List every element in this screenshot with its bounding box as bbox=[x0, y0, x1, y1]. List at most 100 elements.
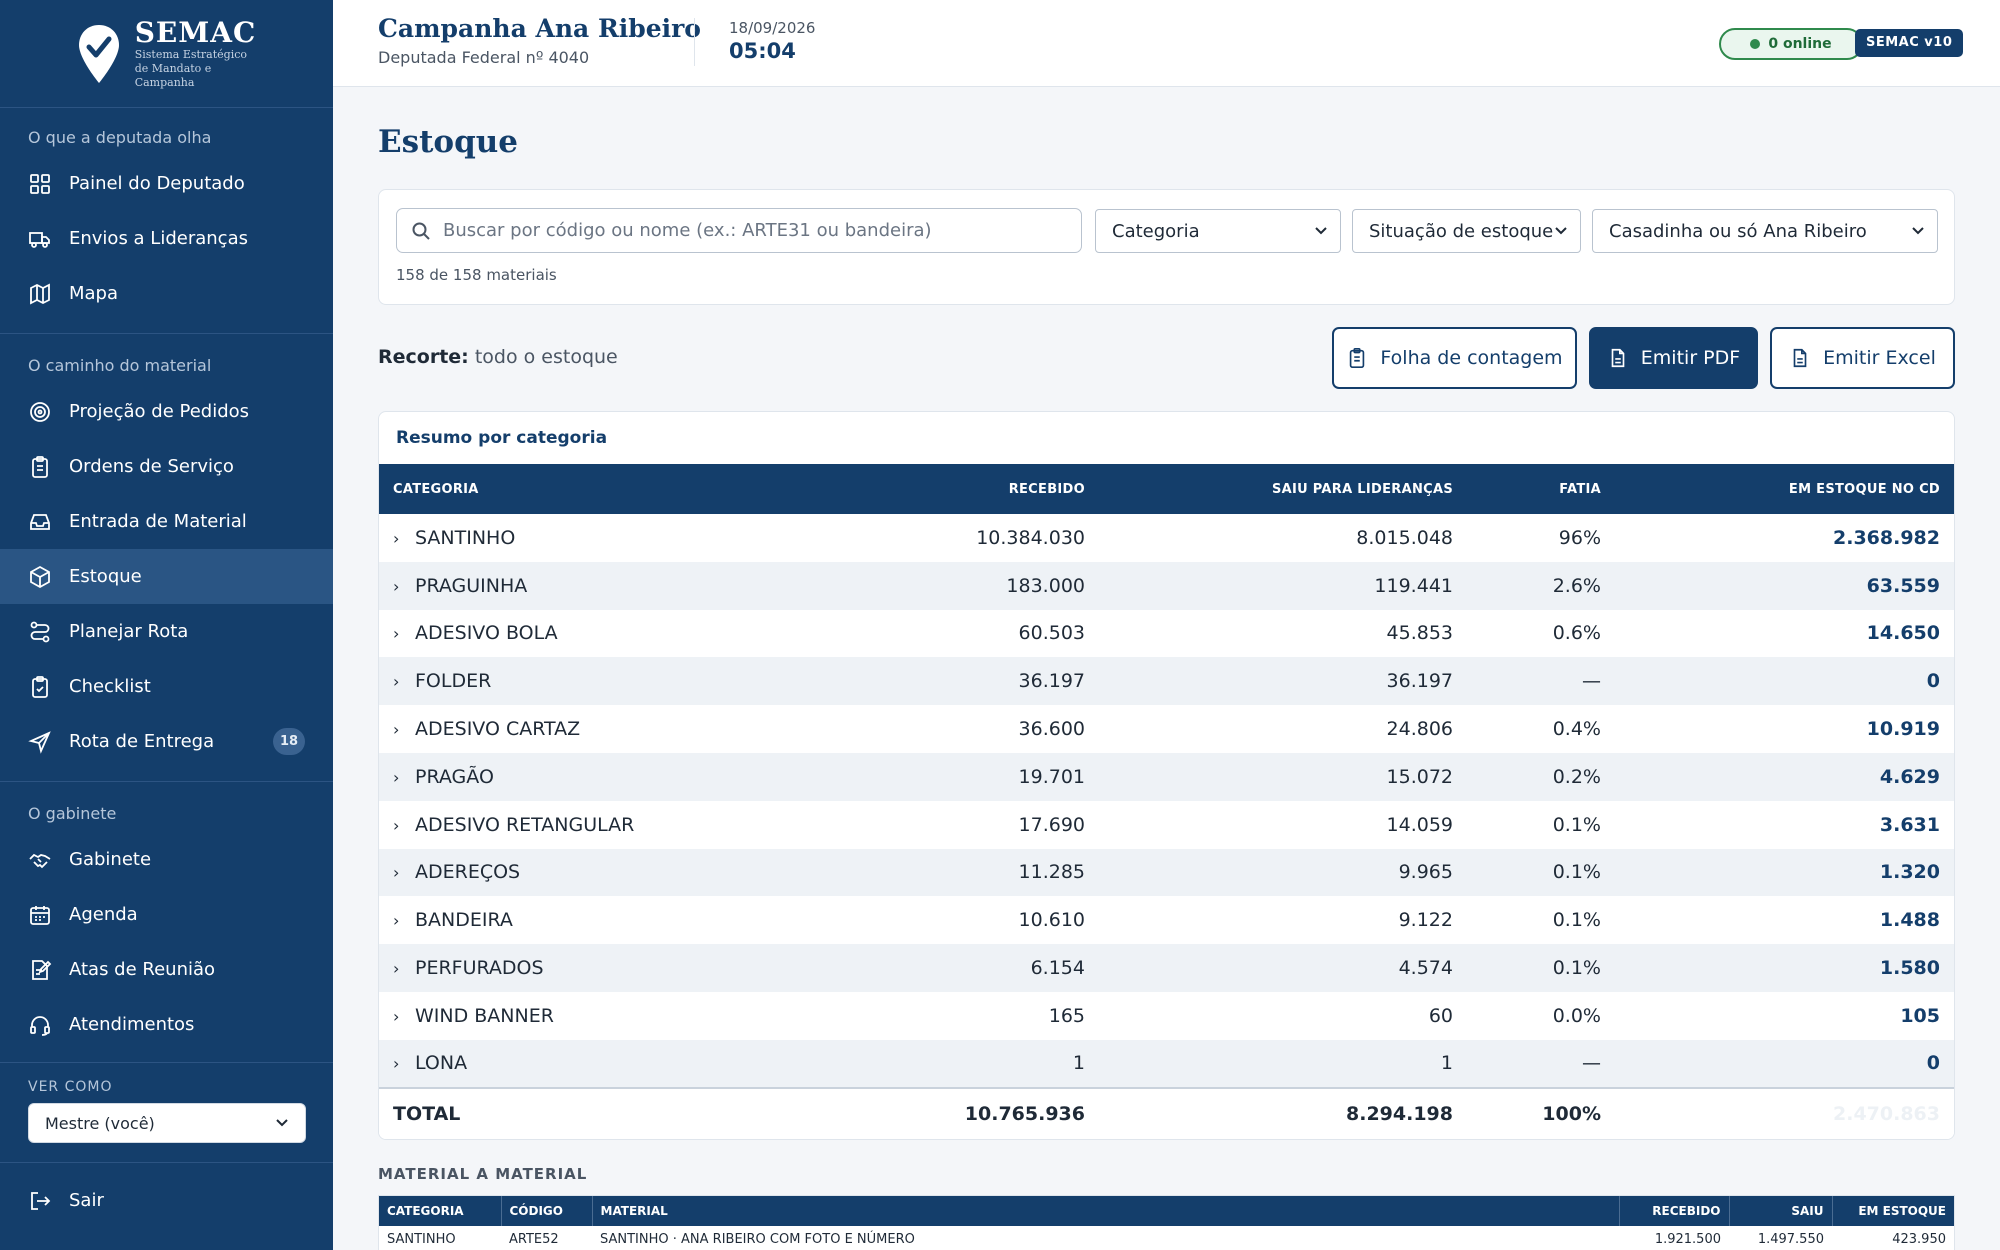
category-name: ADEREÇOS bbox=[415, 861, 521, 884]
sidebar-item-label: Projeção de Pedidos bbox=[69, 401, 250, 422]
emit-excel-button[interactable]: Emitir Excel bbox=[1770, 327, 1955, 389]
chevron-right-icon[interactable]: › bbox=[393, 911, 400, 931]
cell-categoria: › PERFURADOS bbox=[379, 944, 869, 992]
table-row[interactable]: › LONA 1 1—0 bbox=[379, 1039, 1954, 1088]
sidebar-item-label: Ordens de Serviço bbox=[69, 456, 234, 477]
sidebar-item-gabinete[interactable]: Gabinete bbox=[0, 832, 333, 887]
cell-fatia: 0.1% bbox=[1552, 813, 1601, 836]
logout-button[interactable]: Sair bbox=[0, 1173, 333, 1228]
cell-recebido: 60.503 bbox=[1018, 622, 1085, 645]
chevron-right-icon[interactable]: › bbox=[393, 959, 400, 979]
chevron-right-icon[interactable]: › bbox=[393, 1054, 400, 1074]
column-header[interactable]: EM ESTOQUE bbox=[1831, 1196, 1954, 1226]
chevron-right-icon[interactable]: › bbox=[393, 863, 400, 883]
target-icon bbox=[30, 401, 50, 422]
stock-situation-value: Situação de estoque bbox=[1369, 220, 1554, 242]
ver-como-select[interactable]: Mestre (você) bbox=[28, 1103, 306, 1143]
count-sheet-label: Folha de contagem bbox=[1380, 347, 1563, 369]
chevron-right-icon[interactable]: › bbox=[393, 576, 400, 596]
table-row[interactable]: › ADESIVO CARTAZ 36.600 24.806 0.4% 10.919 bbox=[379, 705, 1954, 753]
cell-categoria: › PRAGÃO bbox=[379, 752, 869, 801]
chevron-right-icon[interactable]: › bbox=[393, 1006, 400, 1026]
table-row[interactable]: › ADEREÇOS 11.285 9.965 0.1% 1.320 bbox=[379, 848, 1954, 897]
search-input[interactable]: Buscar por código ou nome (ex.: ARTE31 o… bbox=[396, 208, 1082, 253]
category-name: PRAGUINHA bbox=[415, 574, 528, 597]
cell-categoria: › ADESIVO CARTAZ bbox=[379, 705, 869, 753]
sidebar-item-painel[interactable]: Painel do Deputado bbox=[0, 156, 333, 211]
cell-recebido: 17.690 bbox=[1018, 813, 1085, 836]
table-header-row: CATEGORIA RECEBIDO SAIU PARA LIDERANÇAS … bbox=[379, 464, 1954, 514]
sidebar-item-estoque[interactable]: Estoque bbox=[0, 549, 333, 604]
cell-estoque: 3.631 bbox=[1879, 813, 1940, 836]
sidebar-item-mapa[interactable]: Mapa bbox=[0, 266, 333, 321]
column-header[interactable]: MATERIAL bbox=[591, 1196, 1619, 1226]
table-row[interactable]: › FOLDER 36.197 36.197—0 bbox=[379, 657, 1954, 706]
table-row[interactable]: › PERFURADOS 6.154 4.574 0.1% 1.580 bbox=[379, 944, 1954, 992]
column-header[interactable]: SAIU PARA LIDERANÇAS bbox=[1099, 464, 1467, 514]
emit-pdf-button[interactable]: Emitir PDF bbox=[1589, 327, 1758, 389]
column-header[interactable]: EM ESTOQUE NO CD bbox=[1615, 464, 1954, 514]
category-name: SANTINHO bbox=[415, 526, 516, 549]
chevron-right-icon[interactable]: › bbox=[393, 672, 400, 692]
cell-estoque: 4.629 bbox=[1615, 752, 1954, 801]
column-header[interactable]: CATEGORIA bbox=[379, 464, 869, 514]
cell-fatia: 0.1% bbox=[1467, 848, 1615, 897]
total-label: TOTAL bbox=[379, 1086, 869, 1139]
chevron-right-icon[interactable]: › bbox=[393, 815, 400, 835]
cell-estoque: 0 bbox=[1615, 1039, 1954, 1088]
table-row[interactable]: › BANDEIRA 10.610 9.122 0.1% 1.488 bbox=[379, 896, 1954, 944]
sidebar-item-rota-entrega[interactable]: Rota de Entrega 18 bbox=[0, 714, 333, 769]
cell-saiu: 1.497.550 bbox=[1757, 1231, 1824, 1247]
column-header[interactable]: RECEBIDO bbox=[1618, 1196, 1729, 1226]
count-sheet-button[interactable]: Folha de contagem bbox=[1332, 327, 1577, 389]
table-row[interactable]: › ADESIVO RETANGULAR 17.690 14.059 0.1% 3.631 bbox=[379, 801, 1954, 849]
chevron-right-icon[interactable]: › bbox=[393, 767, 400, 787]
column-header[interactable]: CÓDIGO bbox=[500, 1196, 592, 1226]
sidebar-item-planejar-rota[interactable]: Planejar Rota bbox=[0, 604, 333, 659]
sidebar-item-atas[interactable]: Atas de Reunião bbox=[0, 942, 333, 997]
chevron-right-icon[interactable]: › bbox=[393, 720, 400, 740]
sidebar-item-checklist[interactable]: Checklist bbox=[0, 659, 333, 714]
chevron-right-icon[interactable]: › bbox=[393, 624, 400, 644]
cell-fatia: 0.2% bbox=[1467, 752, 1615, 801]
table-row[interactable]: › WIND BANNER 165 60 0.0% 105 bbox=[379, 992, 1954, 1040]
cell-saiu: 14.059 bbox=[1386, 813, 1453, 836]
chevron-right-icon[interactable]: › bbox=[393, 528, 400, 548]
cell-recebido: 19.701 bbox=[869, 752, 1099, 801]
logout-label: Sair bbox=[69, 1190, 104, 1211]
cell-estoque: 1.320 bbox=[1615, 848, 1954, 897]
column-header[interactable]: SAIU bbox=[1728, 1196, 1832, 1226]
total-row: TOTAL 10.765.936 8.294.198 100% 2.470.86… bbox=[379, 1086, 1954, 1139]
chevron-down-icon bbox=[1315, 227, 1327, 235]
cell-categoria: › PRAGUINHA bbox=[379, 561, 869, 610]
section-label-deputada: O que a deputada olha bbox=[28, 128, 212, 147]
sidebar-item-projecao[interactable]: Projeção de Pedidos bbox=[0, 384, 333, 439]
sidebar-item-envios[interactable]: Envios a Lideranças bbox=[0, 211, 333, 266]
column-header[interactable]: CATEGORIA bbox=[379, 1196, 501, 1226]
table-header-row: CATEGORIA CÓDIGO MATERIAL RECEBIDO SAIU … bbox=[379, 1196, 1954, 1226]
table-row[interactable]: › PRAGÃO 19.701 15.072 0.2% 4.629 bbox=[379, 752, 1954, 801]
cell-fatia: — bbox=[1467, 657, 1615, 706]
column-header[interactable]: RECEBIDO bbox=[869, 464, 1099, 514]
category-select[interactable]: Categoria bbox=[1095, 209, 1341, 253]
table-row[interactable]: › PRAGUINHA 183.000 119.441 2.6% 63.559 bbox=[379, 561, 1954, 610]
sidebar-item-label: Estoque bbox=[69, 566, 142, 587]
scope-select[interactable]: Casadinha ou só Ana Ribeiro bbox=[1592, 209, 1938, 253]
cell-estoque: 105 bbox=[1900, 1004, 1940, 1027]
table-row[interactable]: › ADESIVO BOLA 60.503 45.853 0.6% 14.650 bbox=[379, 610, 1954, 658]
sidebar-item-label: Entrada de Material bbox=[69, 511, 247, 532]
cell-estoque: 1.580 bbox=[1615, 944, 1954, 992]
column-header[interactable]: FATIA bbox=[1467, 464, 1615, 514]
table-row[interactable]: SANTINHO ARTE52 SANTINHO · ANA RIBEIRO C… bbox=[379, 1226, 1954, 1250]
sidebar-item-atendimentos[interactable]: Atendimentos bbox=[0, 997, 333, 1052]
stock-situation-select[interactable]: Situação de estoque bbox=[1352, 209, 1581, 253]
sidebar-item-ordens[interactable]: Ordens de Serviço bbox=[0, 439, 333, 494]
header-time: 05:04 bbox=[729, 39, 796, 63]
search-icon bbox=[412, 222, 430, 240]
cell-codigo: ARTE52 bbox=[509, 1231, 559, 1247]
status-dot-icon bbox=[1750, 39, 1761, 49]
table-row[interactable]: › SANTINHO 10.384.030 8.015.048 96% 2.368.982 bbox=[379, 514, 1954, 562]
sidebar-item-agenda[interactable]: Agenda bbox=[0, 887, 333, 942]
sidebar-item-entrada[interactable]: Entrada de Material bbox=[0, 494, 333, 549]
sidebar-item-label: Checklist bbox=[69, 676, 151, 697]
